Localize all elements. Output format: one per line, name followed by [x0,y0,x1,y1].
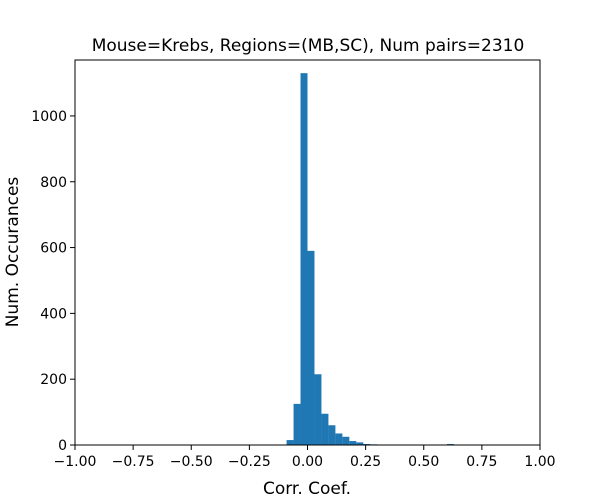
y-tick-label: 600 [40,241,67,257]
x-tick-label: 0.00 [292,454,323,470]
x-tick-label: 0.50 [408,454,439,470]
y-tick-label: 800 [40,175,67,191]
histogram-bar [293,403,301,445]
x-tick-label: −0.75 [112,454,155,470]
x-tick-label: 0.25 [350,454,381,470]
y-tick-label: 400 [40,306,67,322]
x-tick-label: 1.00 [524,454,555,470]
histogram-bar [314,374,322,445]
histogram-bar [300,73,308,446]
y-axis-label: Num. Occurances [3,177,23,328]
y-axis: 0 200 400 600 800 1000 [31,109,75,454]
y-tick-label: 1000 [31,109,67,125]
histogram-bar [286,440,294,445]
x-tick-label: −0.50 [170,454,213,470]
bars-group [286,73,454,446]
histogram-bar [328,425,336,445]
x-axis: −1.00 −0.75 −0.50 −0.25 0.00 0.25 0.50 0.75 1.00 [54,445,556,470]
histogram-bar [335,433,343,445]
x-tick-label: 0.75 [466,454,497,470]
histogram-bar [307,250,315,445]
y-tick-label: 200 [40,372,67,388]
x-tick-label: −1.00 [54,454,97,470]
histogram-bar [342,436,350,445]
histogram-bar [349,441,357,445]
y-tick-label: 0 [58,438,67,454]
histogram-bar [321,413,329,445]
x-tick-label: −0.25 [228,454,271,470]
x-axis-label: Corr. Coef. [263,479,351,499]
chart-title: Mouse=Krebs, Regions=(MB,SC), Num pairs=… [92,36,525,56]
histogram-bar [356,442,364,445]
